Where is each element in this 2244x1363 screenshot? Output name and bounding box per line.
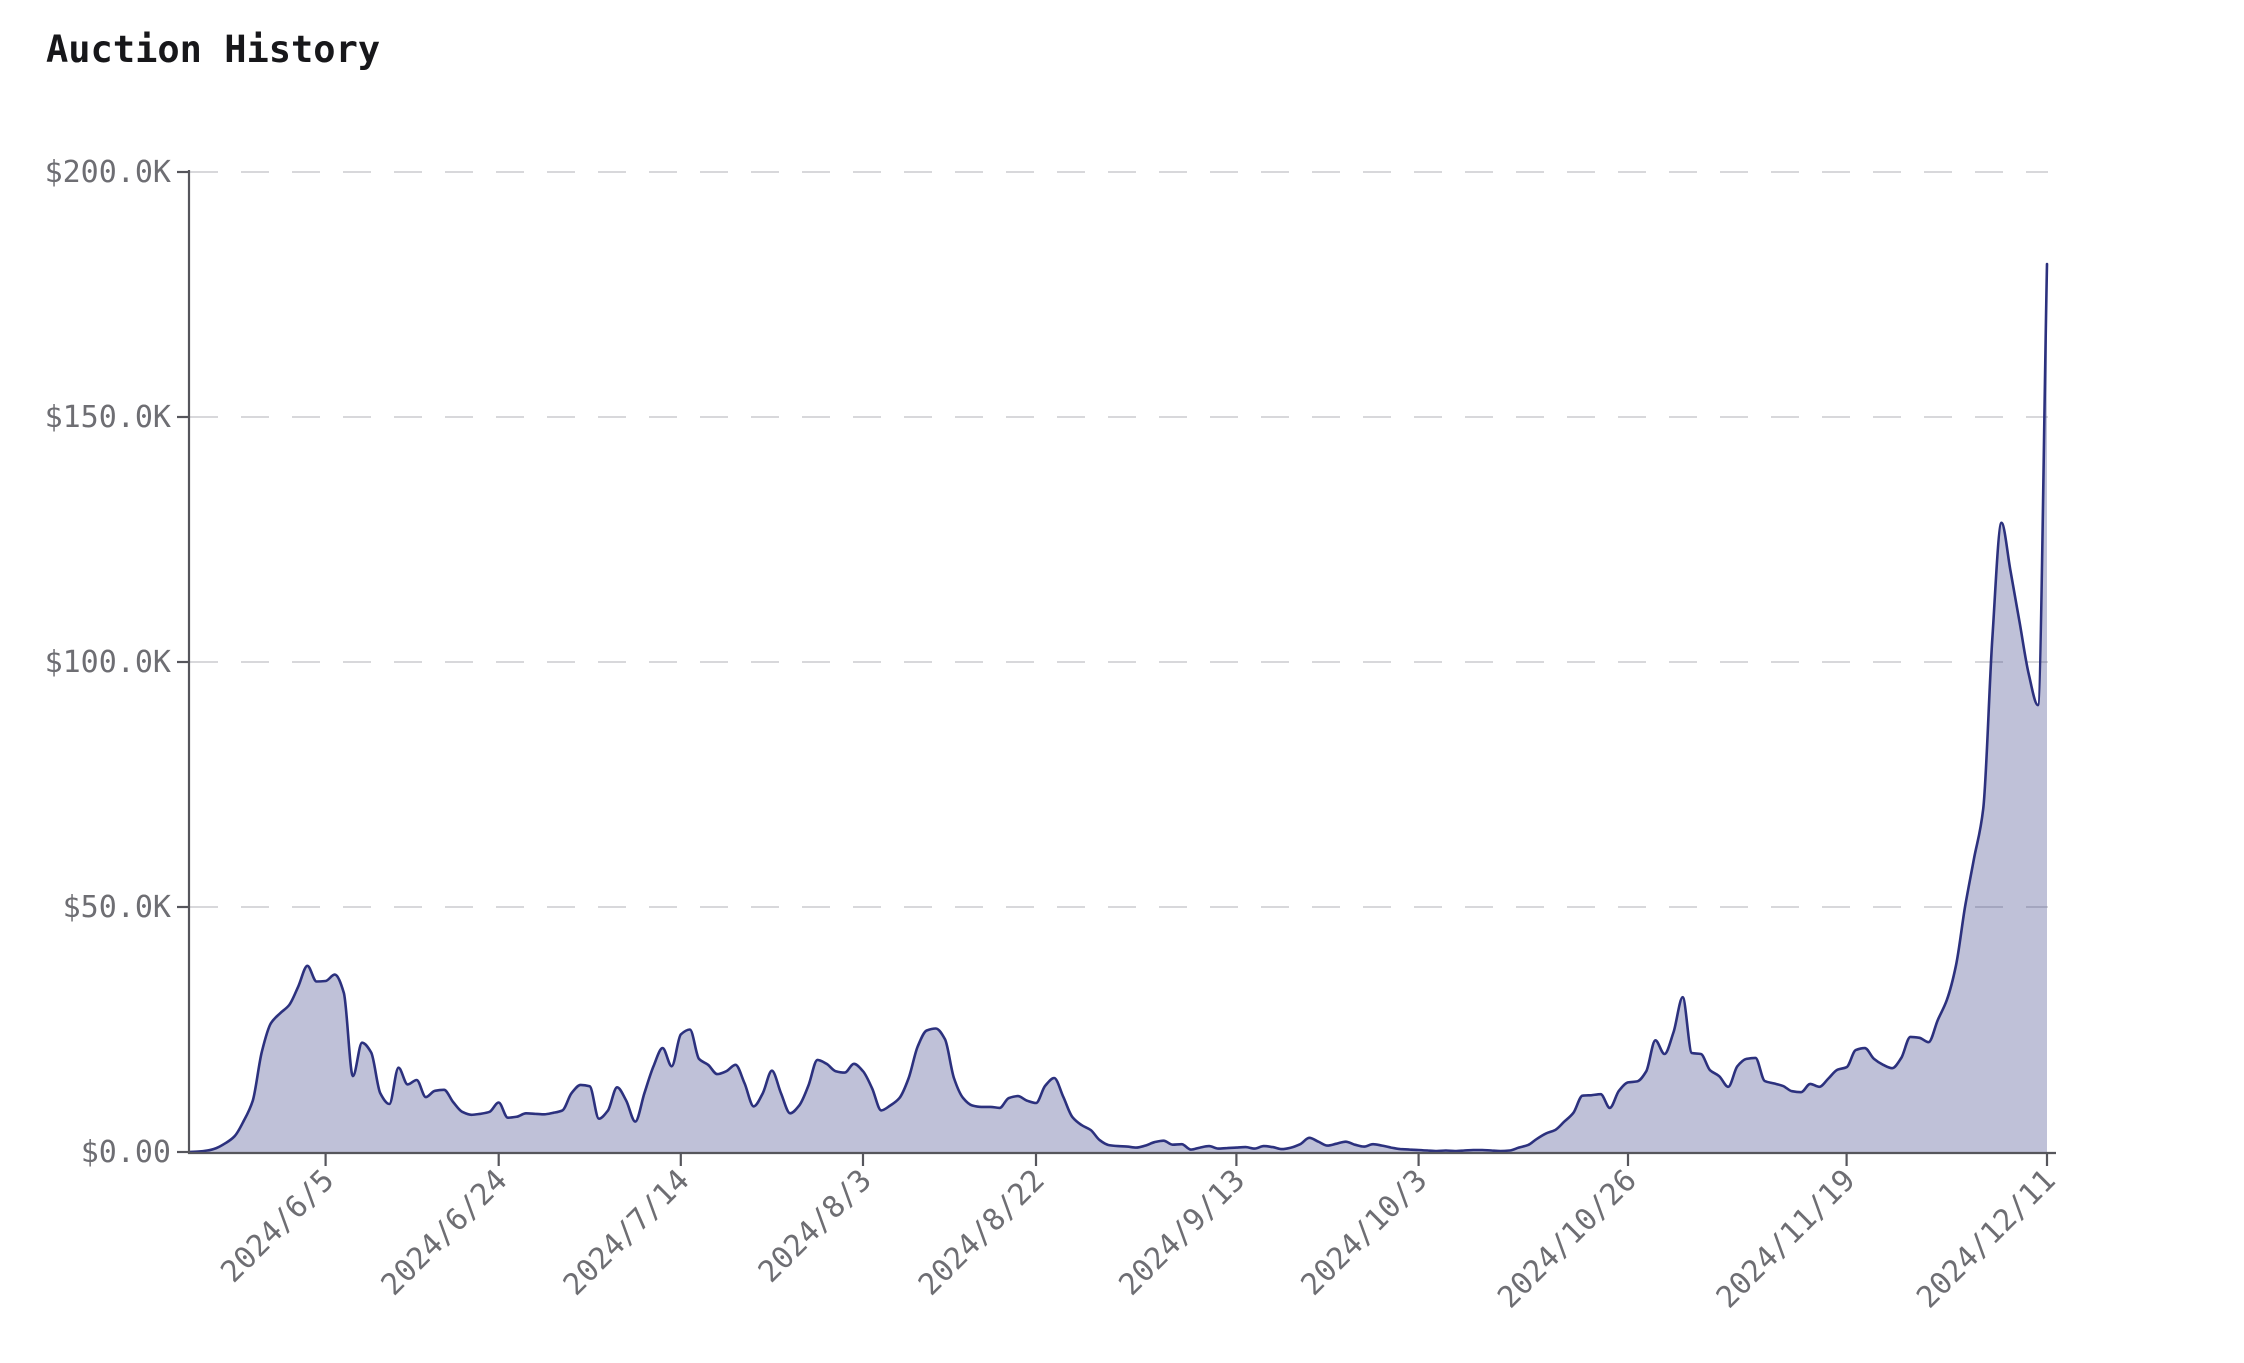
series-area xyxy=(189,264,2047,1153)
series-line xyxy=(187,262,2049,1154)
x-axis-label: 2024/7/14 xyxy=(557,1163,697,1303)
x-axis-label: 2024/11/19 xyxy=(1710,1163,1862,1315)
x-axis-label: 2024/9/13 xyxy=(1112,1163,1252,1303)
x-axis-label: 2024/6/5 xyxy=(214,1163,341,1290)
x-axis-label: 2024/10/26 xyxy=(1491,1163,1643,1315)
x-axis-label: 2024/10/3 xyxy=(1295,1163,1435,1303)
x-axis-label: 2024/12/11 xyxy=(1910,1163,2062,1315)
x-axis-label: 2024/8/3 xyxy=(752,1163,879,1290)
x-axis-label: 2024/6/24 xyxy=(375,1163,515,1303)
y-axis-label: $0.00 xyxy=(81,1135,171,1170)
y-axis-label: $100.0K xyxy=(45,645,171,680)
x-axis-label: 2024/8/22 xyxy=(912,1163,1052,1303)
y-axis-label: $200.0K xyxy=(45,155,171,190)
y-axis-label: $50.0K xyxy=(63,890,171,925)
chart-title: Auction History xyxy=(46,28,381,71)
y-axis-label: $150.0K xyxy=(45,400,171,435)
